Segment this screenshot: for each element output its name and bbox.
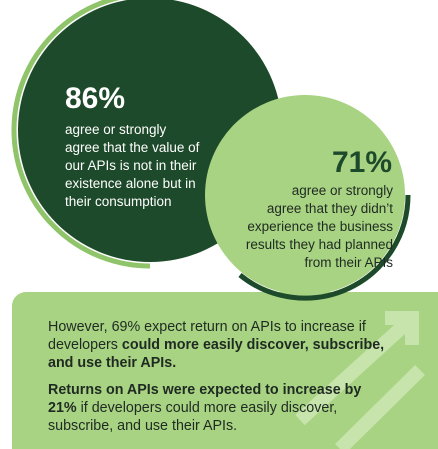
stat-text: experience the business (247, 219, 393, 234)
arrows-decoration (295, 311, 425, 449)
text-run: However, 69% expect return on APIs to in… (48, 319, 366, 353)
stat-text: agree that they didn’t (267, 201, 393, 216)
ring-arc (238, 194, 411, 301)
stat-text: existence alone but in (65, 176, 196, 191)
paragraph: Returns on APIs were expected to increas… (48, 381, 393, 435)
stat-text: agree that the value of (65, 140, 200, 155)
stat-figure: 71% (332, 146, 392, 179)
stat-text: agree or strongly (292, 183, 394, 198)
ring-arc (11, 0, 151, 269)
stat-text: their consumption (65, 194, 172, 209)
callout-panel (12, 292, 438, 449)
callout-text: However, 69% expect return on APIs to in… (48, 318, 393, 444)
text-run-bold: Returns on APIs were expected to increas… (48, 382, 362, 416)
stat-text: agree or strongly (65, 122, 167, 137)
stat-figure: 86% (65, 82, 125, 115)
stat-circle-light (205, 95, 405, 295)
paragraph: However, 69% expect return on APIs to in… (48, 318, 393, 372)
stat-text: results they had planned (246, 237, 393, 252)
text-run-bold: could more easily discover, subscribe, a… (48, 337, 385, 371)
stat-text: our APIs is not in their (65, 158, 197, 173)
stat-text: from their APIs (304, 255, 393, 270)
text-run: if developers could more easily discover… (48, 400, 338, 434)
